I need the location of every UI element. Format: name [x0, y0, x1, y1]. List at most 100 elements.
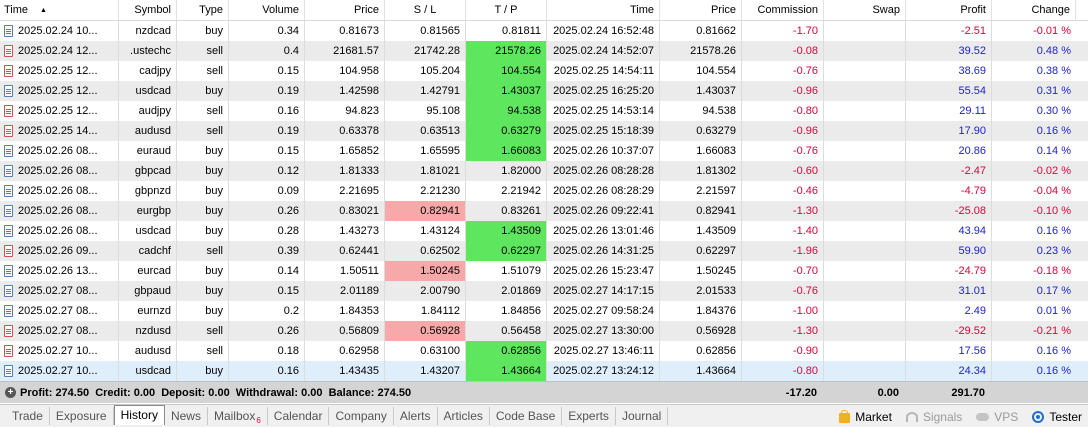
table-row[interactable]: 2025.02.27 10... usdcad buy 0.16 1.43435 1.43… [0, 361, 1088, 381]
cell-close-price: 1.43664 [660, 361, 742, 381]
cell-volume: 0.19 [229, 121, 305, 141]
col-time[interactable]: Time ▲ [0, 0, 119, 20]
cell-change: -0.10 % [1033, 205, 1071, 217]
toolbox-tabs: Trade Exposure History News Mailbox6 Calendar… [0, 404, 1088, 427]
cell-swap [824, 121, 906, 141]
cell-close-time: 2025.02.26 15:23:47 [547, 261, 660, 281]
cell-type: buy [177, 301, 229, 321]
right-tabs: Market Signals VPS Tester [825, 405, 1082, 427]
cell-close-price: 21578.26 [660, 41, 742, 61]
summary-bar: + Profit: 274.50 Credit: 0.00 Deposit: 0… [0, 381, 1088, 403]
cell-type: buy [177, 361, 229, 381]
tab-history[interactable]: History [113, 405, 165, 425]
cell-close-price: 1.50245 [660, 261, 742, 281]
tab-trade[interactable]: Trade [6, 407, 50, 425]
col-commission[interactable]: Commission [742, 0, 824, 20]
cell-volume: 0.12 [229, 161, 305, 181]
table-row[interactable]: 2025.02.25 12... cadjpy sell 0.15 104.958 105… [0, 61, 1088, 81]
cell-tp: 21578.26 [466, 41, 547, 61]
cell-profit: 29.11 [906, 101, 992, 121]
cell-commission: -0.60 [742, 161, 824, 181]
tab-experts[interactable]: Experts [562, 407, 616, 425]
col-swap[interactable]: Swap [824, 0, 906, 20]
table-row[interactable]: 2025.02.25 12... usdcad buy 0.19 1.42598 1.42… [0, 81, 1088, 101]
cell-profit: -25.08 [906, 201, 992, 221]
plus-circle-icon[interactable]: + [5, 387, 16, 398]
table-row[interactable]: 2025.02.24 12... .ustechc sell 0.4 21681.57 2… [0, 41, 1088, 61]
tab-market[interactable]: Market [839, 409, 892, 424]
tab-vps[interactable]: VPS [976, 410, 1018, 424]
cell-time: 2025.02.26 08... [0, 221, 119, 241]
table-row[interactable]: 2025.02.24 10... nzdcad buy 0.34 0.81673 0.81… [0, 21, 1088, 41]
col-change[interactable]: Change [992, 0, 1076, 20]
table-row[interactable]: 2025.02.26 08... eurgbp buy 0.26 0.83021 0.82… [0, 201, 1088, 221]
cell-volume: 0.4 [229, 41, 305, 61]
history-table: Time ▲ Symbol Type Volume Price S / L T /… [0, 0, 1088, 381]
cell-volume: 0.16 [229, 361, 305, 381]
cell-sl: 0.56928 [385, 321, 466, 341]
tab-articles[interactable]: Articles [438, 407, 490, 425]
cell-sl: 2.21230 [385, 181, 466, 201]
document-icon [4, 45, 13, 57]
cell-sl: 1.42791 [385, 81, 466, 101]
table-row[interactable]: 2025.02.26 08... usdcad buy 0.28 1.43273 1.43… [0, 221, 1088, 241]
cell-volume: 0.19 [229, 81, 305, 101]
table-row[interactable]: 2025.02.26 08... euraud buy 0.15 1.65852 1.65… [0, 141, 1088, 161]
cell-swap [824, 321, 906, 341]
cell-time: 2025.02.27 08... [0, 301, 119, 321]
table-row[interactable]: 2025.02.26 09... cadchf sell 0.39 0.62441 0.6… [0, 241, 1088, 261]
tab-code-base[interactable]: Code Base [490, 407, 563, 425]
col-tp[interactable]: T / P [466, 0, 547, 20]
cell-swap [824, 301, 906, 321]
table-row[interactable]: 2025.02.27 10... audusd sell 0.18 0.62958 0.6… [0, 341, 1088, 361]
cell-close-price: 1.43037 [660, 81, 742, 101]
cell-commission: -0.90 [742, 341, 824, 361]
col-symbol[interactable]: Symbol [119, 0, 177, 20]
col-close-time[interactable]: Time [547, 0, 660, 20]
cell-swap [824, 341, 906, 361]
tab-calendar[interactable]: Calendar [268, 407, 330, 425]
tab-tester[interactable]: Tester [1032, 410, 1082, 424]
tab-exposure[interactable]: Exposure [50, 407, 114, 425]
cell-time: 2025.02.26 09... [0, 241, 119, 261]
table-row[interactable]: 2025.02.26 08... gbpnzd buy 0.09 2.21695 2.21… [0, 181, 1088, 201]
tab-news[interactable]: News [165, 407, 208, 425]
tab-journal[interactable]: Journal [616, 407, 669, 425]
cell-symbol: eurnzd [119, 301, 177, 321]
document-icon [4, 185, 13, 197]
cell-type: sell [177, 61, 229, 81]
cell-symbol: gbpaud [119, 281, 177, 301]
cell-type: buy [177, 141, 229, 161]
cell-symbol: audusd [119, 121, 177, 141]
summary-commission: -17.20 [785, 387, 817, 399]
tab-signals[interactable]: Signals [905, 410, 962, 424]
col-price[interactable]: Price [305, 0, 385, 20]
document-icon [4, 65, 13, 77]
col-volume[interactable]: Volume [229, 0, 305, 20]
cell-type: sell [177, 241, 229, 261]
col-sl[interactable]: S / L [385, 0, 466, 20]
col-close-price[interactable]: Price [660, 0, 742, 20]
tab-company[interactable]: Company [329, 407, 394, 425]
cell-profit: 24.34 [906, 361, 992, 381]
col-profit[interactable]: Profit [906, 0, 992, 20]
table-row[interactable]: 2025.02.27 08... nzdusd sell 0.26 0.56809 0.5… [0, 321, 1088, 341]
table-row[interactable]: 2025.02.27 08... gbpaud buy 0.15 2.01189 2.00… [0, 281, 1088, 301]
tab-alerts[interactable]: Alerts [394, 407, 438, 425]
cell-tp: 1.84856 [466, 301, 547, 321]
cell-volume: 0.28 [229, 221, 305, 241]
cell-close-price: 2.21597 [660, 181, 742, 201]
cell-sl: 21742.28 [385, 41, 466, 61]
cell-type: buy [177, 21, 229, 41]
table-row[interactable]: 2025.02.26 08... gbpcad buy 0.12 1.81333 1.81… [0, 161, 1088, 181]
document-icon [4, 85, 13, 97]
col-type[interactable]: Type [177, 0, 229, 20]
table-row[interactable]: 2025.02.26 13... eurcad buy 0.14 1.50511 1.50… [0, 261, 1088, 281]
cell-symbol: cadchf [119, 241, 177, 261]
cell-symbol: usdcad [119, 361, 177, 381]
table-row[interactable]: 2025.02.27 08... eurnzd buy 0.2 1.84353 1.841… [0, 301, 1088, 321]
table-row[interactable]: 2025.02.25 14... audusd sell 0.19 0.63378 0.6… [0, 121, 1088, 141]
table-row[interactable]: 2025.02.25 12... audjpy sell 0.16 94.823 95.1… [0, 101, 1088, 121]
tab-mailbox[interactable]: Mailbox6 [208, 407, 268, 425]
cell-type: buy [177, 221, 229, 241]
